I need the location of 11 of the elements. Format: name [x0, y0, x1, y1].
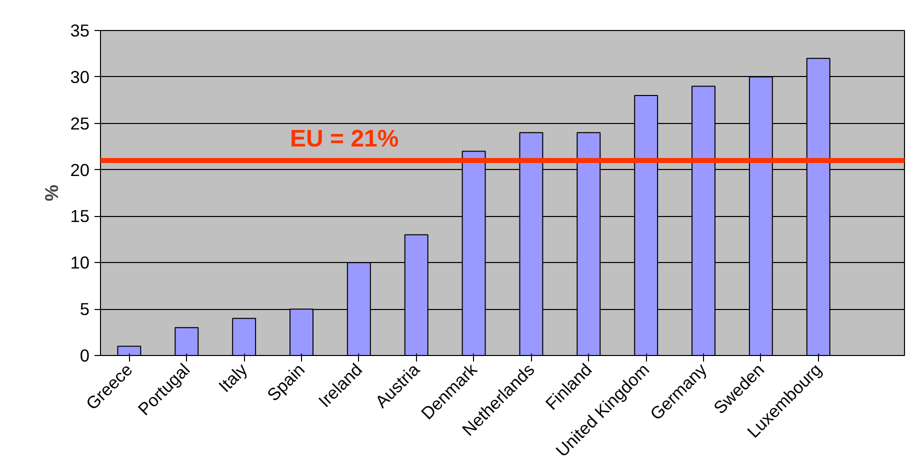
x-tick-label: Italy: [214, 359, 252, 396]
ref-line-label: EU = 21%: [290, 126, 399, 152]
y-tick-label: 0: [80, 346, 90, 366]
y-tick-label: 5: [80, 299, 90, 320]
y-tick-label: 20: [70, 160, 90, 180]
y-tick-label: 35: [70, 20, 90, 40]
y-tick-label: 15: [70, 206, 90, 226]
y-tick-label: 30: [70, 66, 90, 87]
y-tick-label: 25: [70, 113, 90, 134]
y-tick-label: 10: [70, 252, 90, 273]
y-axis-title: %: [41, 184, 62, 202]
